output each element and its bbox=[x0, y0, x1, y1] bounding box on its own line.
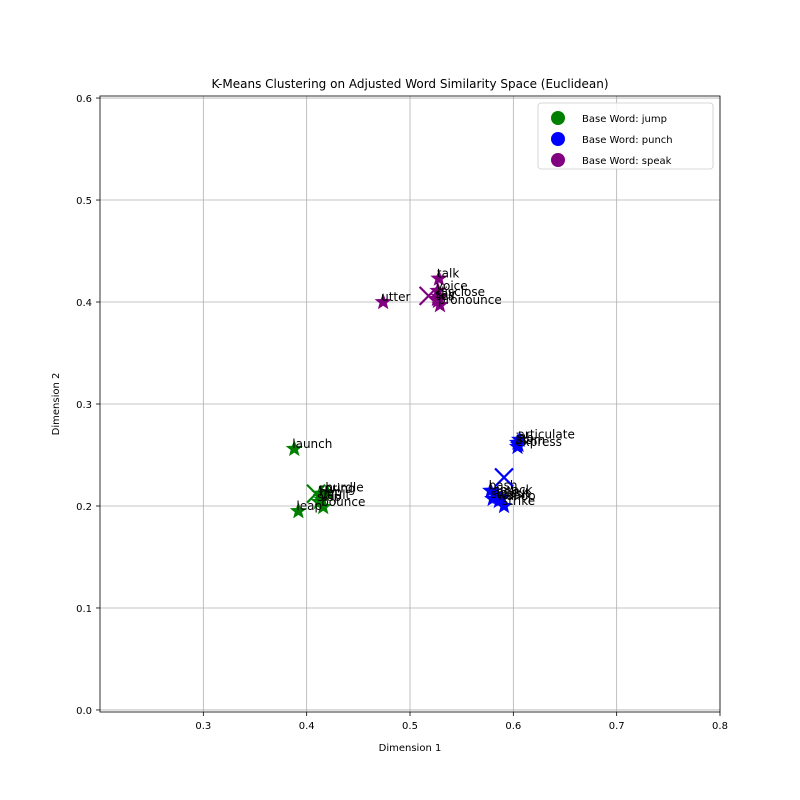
y-tick-label: 0.6 bbox=[76, 94, 92, 105]
word-label-launch: launch bbox=[292, 437, 332, 451]
y-tick-label: 0.5 bbox=[76, 196, 92, 207]
centroid-speak bbox=[418, 286, 439, 306]
word-label-belt: belt bbox=[496, 485, 519, 499]
point-pronounce bbox=[431, 296, 449, 313]
word-label-talk: talk bbox=[437, 267, 459, 281]
point-launch bbox=[285, 439, 303, 457]
point-talk bbox=[430, 269, 448, 286]
word-label-smack: smack bbox=[494, 483, 533, 497]
legend-marker bbox=[551, 153, 565, 167]
chart-title: K-Means Clustering on Adjusted Word Simi… bbox=[211, 77, 608, 91]
point-tell bbox=[429, 291, 447, 309]
y-tick-label: 0.0 bbox=[76, 706, 92, 717]
word-label-spring: spring bbox=[318, 482, 355, 496]
centroid-jump bbox=[306, 483, 326, 504]
word-label-slam: slam bbox=[517, 433, 546, 447]
point-leap bbox=[289, 502, 307, 519]
point-bash bbox=[482, 481, 500, 498]
point-voice bbox=[429, 281, 447, 299]
x-tick-label: 0.8 bbox=[712, 721, 728, 732]
word-label-utter: utter bbox=[381, 290, 410, 304]
word-labels: launch leap bouncespringhurdlevaultskiphop… bbox=[292, 267, 575, 514]
point-strike bbox=[495, 496, 513, 514]
word-label-disclose: disclose bbox=[437, 285, 485, 299]
word-label-leap: leap bbox=[296, 499, 322, 513]
word-label-bash: bash bbox=[489, 479, 518, 493]
point-clout bbox=[493, 488, 511, 506]
centroids bbox=[306, 286, 514, 504]
x-axis-label: Dimension 1 bbox=[379, 743, 442, 754]
word-label-jab: jab bbox=[514, 431, 533, 445]
word-label-express: express bbox=[515, 435, 561, 449]
point-express bbox=[508, 437, 527, 455]
point-utter bbox=[374, 293, 392, 310]
word-label-articulate: articulate bbox=[518, 428, 575, 442]
data-points bbox=[285, 269, 529, 519]
legend-label: Base Word: speak bbox=[582, 156, 672, 167]
x-tick-label: 0.6 bbox=[505, 721, 521, 732]
legend-marker bbox=[551, 132, 565, 146]
centroid-punch bbox=[494, 467, 514, 488]
legend-marker bbox=[551, 111, 565, 125]
x-tick-label: 0.4 bbox=[299, 721, 315, 732]
word-label-pronounce: pronounce bbox=[438, 293, 502, 307]
x-tick-label: 0.5 bbox=[402, 721, 418, 732]
legend-label: Base Word: punch bbox=[582, 135, 673, 146]
y-tick-label: 0.4 bbox=[76, 298, 92, 309]
word-label-say: say bbox=[435, 287, 456, 301]
y-tick-label: 0.2 bbox=[76, 502, 92, 513]
word-label-hurdle: hurdle bbox=[325, 481, 363, 495]
word-label-wallop: wallop bbox=[497, 489, 536, 503]
x-tick-label: 0.3 bbox=[195, 721, 211, 732]
y-axis-label: Dimension 2 bbox=[51, 373, 62, 436]
point-hop bbox=[312, 487, 330, 505]
axis-ticks: 0.3 0.4 0.5 0.6 0.7 0.8 0.0 0.1 0.2 0.3 0.4 0.5 0.6 bbox=[76, 94, 728, 732]
word-label-hop: hop bbox=[319, 485, 342, 499]
grid bbox=[100, 96, 721, 712]
legend: Base Word: jump Base Word: punch Base Word… bbox=[537, 102, 714, 170]
word-label-tell: tell bbox=[436, 289, 455, 303]
word-label-bounce: bounce bbox=[321, 495, 365, 509]
y-tick-label: 0.1 bbox=[76, 604, 92, 615]
word-label-clout: clout bbox=[500, 486, 530, 500]
word-label-voice: voice bbox=[436, 279, 468, 293]
point-hurdle bbox=[318, 483, 336, 501]
word-label-smash: smash bbox=[491, 487, 530, 501]
word-label-vault: vault bbox=[320, 488, 350, 502]
word-label-strike: strike bbox=[502, 494, 535, 508]
word-label-skip: skip bbox=[317, 490, 341, 504]
x-tick-label: 0.7 bbox=[609, 721, 625, 732]
y-tick-label: 0.3 bbox=[76, 400, 92, 411]
point-smash bbox=[484, 489, 502, 507]
legend-label: Base Word: jump bbox=[582, 114, 667, 125]
point-wallop bbox=[490, 491, 508, 509]
legend-box bbox=[537, 102, 714, 170]
